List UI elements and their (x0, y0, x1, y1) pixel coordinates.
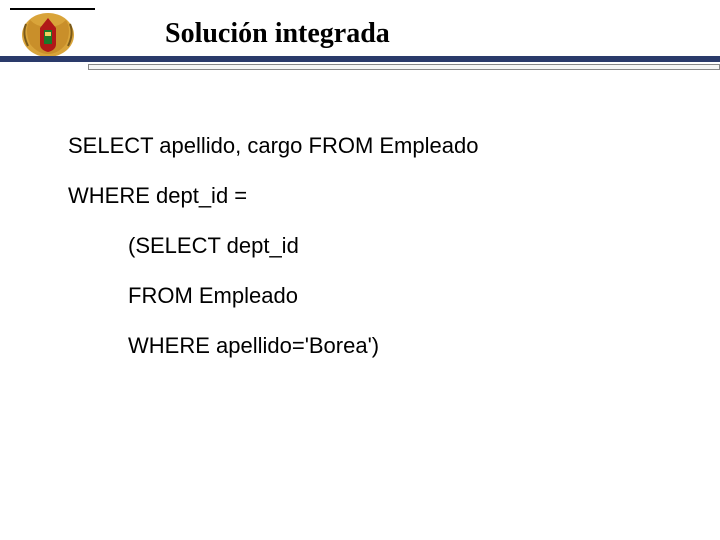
code-line-2: WHERE dept_id = (68, 185, 478, 207)
divider-thick-bar (0, 56, 720, 62)
sql-code-block: SELECT apellido, cargo FROM Empleado WHE… (68, 135, 478, 385)
code-line-3: (SELECT dept_id (68, 235, 478, 257)
slide-title: Solución integrada (165, 18, 390, 50)
code-line-5: WHERE apellido='Borea') (68, 335, 478, 357)
divider-thin-bar (88, 64, 720, 70)
crest-logo (18, 10, 78, 60)
slide-header: Solución integrada (0, 0, 720, 70)
code-line-4: FROM Empleado (68, 285, 478, 307)
header-divider (0, 56, 720, 70)
code-line-1: SELECT apellido, cargo FROM Empleado (68, 135, 478, 157)
